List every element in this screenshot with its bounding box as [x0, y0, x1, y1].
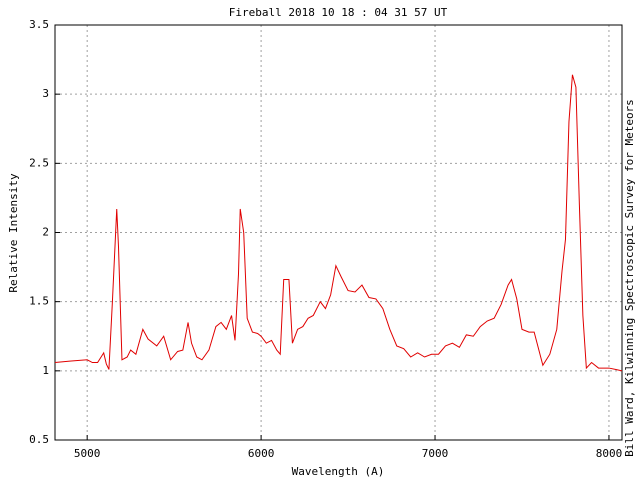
y-tick-label: 0.5 — [29, 433, 49, 446]
plot-frame — [54, 24, 623, 441]
y-tick-label: 3 — [42, 87, 49, 100]
x-tick-label: 6000 — [248, 447, 275, 460]
y-axis-label: Relative Intensity — [7, 173, 20, 293]
spectrum-line — [54, 74, 623, 372]
x-axis-label: Wavelength (A) — [292, 465, 385, 478]
y-tick-label: 3.5 — [29, 18, 49, 31]
x-tick-label: 5000 — [74, 447, 101, 460]
x-tick-label: 7000 — [422, 447, 449, 460]
y-tick-label: 2 — [42, 226, 49, 239]
chart-title: Fireball 2018 10 18 : 04 31 57 UT — [229, 6, 448, 19]
side-note: Bill Ward, Kilwinning Spectroscopic Surv… — [623, 99, 636, 457]
y-tick-label: 1.5 — [29, 295, 49, 308]
y-tick-label: 2.5 — [29, 156, 49, 169]
x-tick-label: 8000 — [596, 447, 623, 460]
y-tick-label: 1 — [42, 364, 49, 377]
